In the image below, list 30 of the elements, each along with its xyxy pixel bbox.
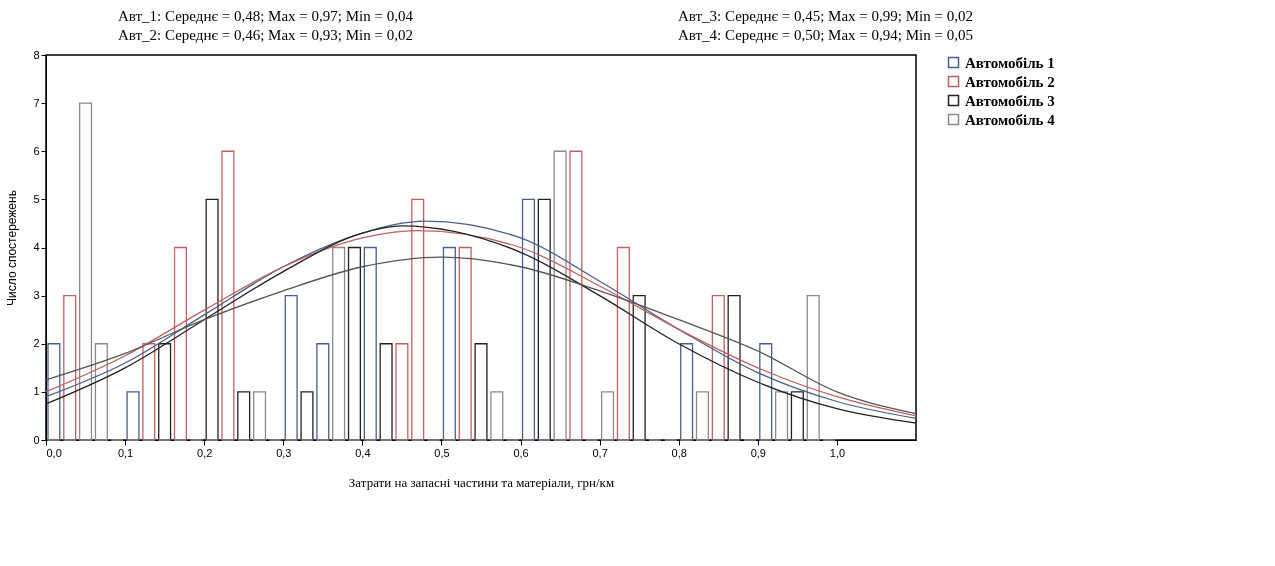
y-tick-label: 7	[33, 96, 40, 109]
y-tick-label: 8	[33, 48, 40, 61]
x-tick-label: 0,0	[46, 446, 62, 459]
x-tick-label: 0,2	[197, 446, 213, 459]
y-tick-label: 6	[33, 144, 40, 157]
y-tick-label: 4	[33, 241, 40, 253]
y-tick-label: 3	[33, 289, 40, 302]
y-axis-title: Число спостережень	[5, 190, 20, 306]
y-tick-label: 0	[33, 433, 40, 446]
y-tick-label: 1	[33, 385, 40, 398]
text: Авт_4: Середнє = 0,50; Max = 0,94; Min = 0,05	[678, 27, 974, 44]
text: Авт_3: Середнє = 0,45; Max = 0,99; Min = 0,02	[678, 8, 974, 25]
legend-label: Автомобіль 1	[965, 54, 1055, 71]
x-tick-label: 0,5	[434, 446, 450, 459]
y-tick-label: 5	[33, 192, 40, 205]
x-tick-label: 0,4	[355, 446, 371, 459]
x-tick-label: 0,7	[592, 446, 608, 459]
y-tick-label: 2	[33, 337, 40, 350]
text: Авт_2: Середнє = 0,46; Max = 0,93; Min = 0,02	[118, 27, 414, 44]
x-tick-label: 0,8	[671, 446, 687, 459]
legend-label: Автомобіль 4	[965, 111, 1056, 128]
x-axis-title: Затрати на запасні частини та матеріали, грн/км	[348, 474, 615, 490]
x-tick-label: 0,9	[750, 446, 766, 459]
x-tick-label: 0,3	[276, 446, 292, 459]
legend-label: Автомобіль 2	[965, 73, 1055, 90]
text: Авт_1: Середнє = 0,48; Max = 0,97; Min = 0,04	[118, 8, 414, 25]
x-tick-label: 0,6	[513, 446, 529, 459]
legend-label: Автомобіль 3	[965, 92, 1055, 109]
x-tick-label: 1,0	[829, 446, 846, 459]
x-tick-label: 0,1	[117, 446, 134, 459]
